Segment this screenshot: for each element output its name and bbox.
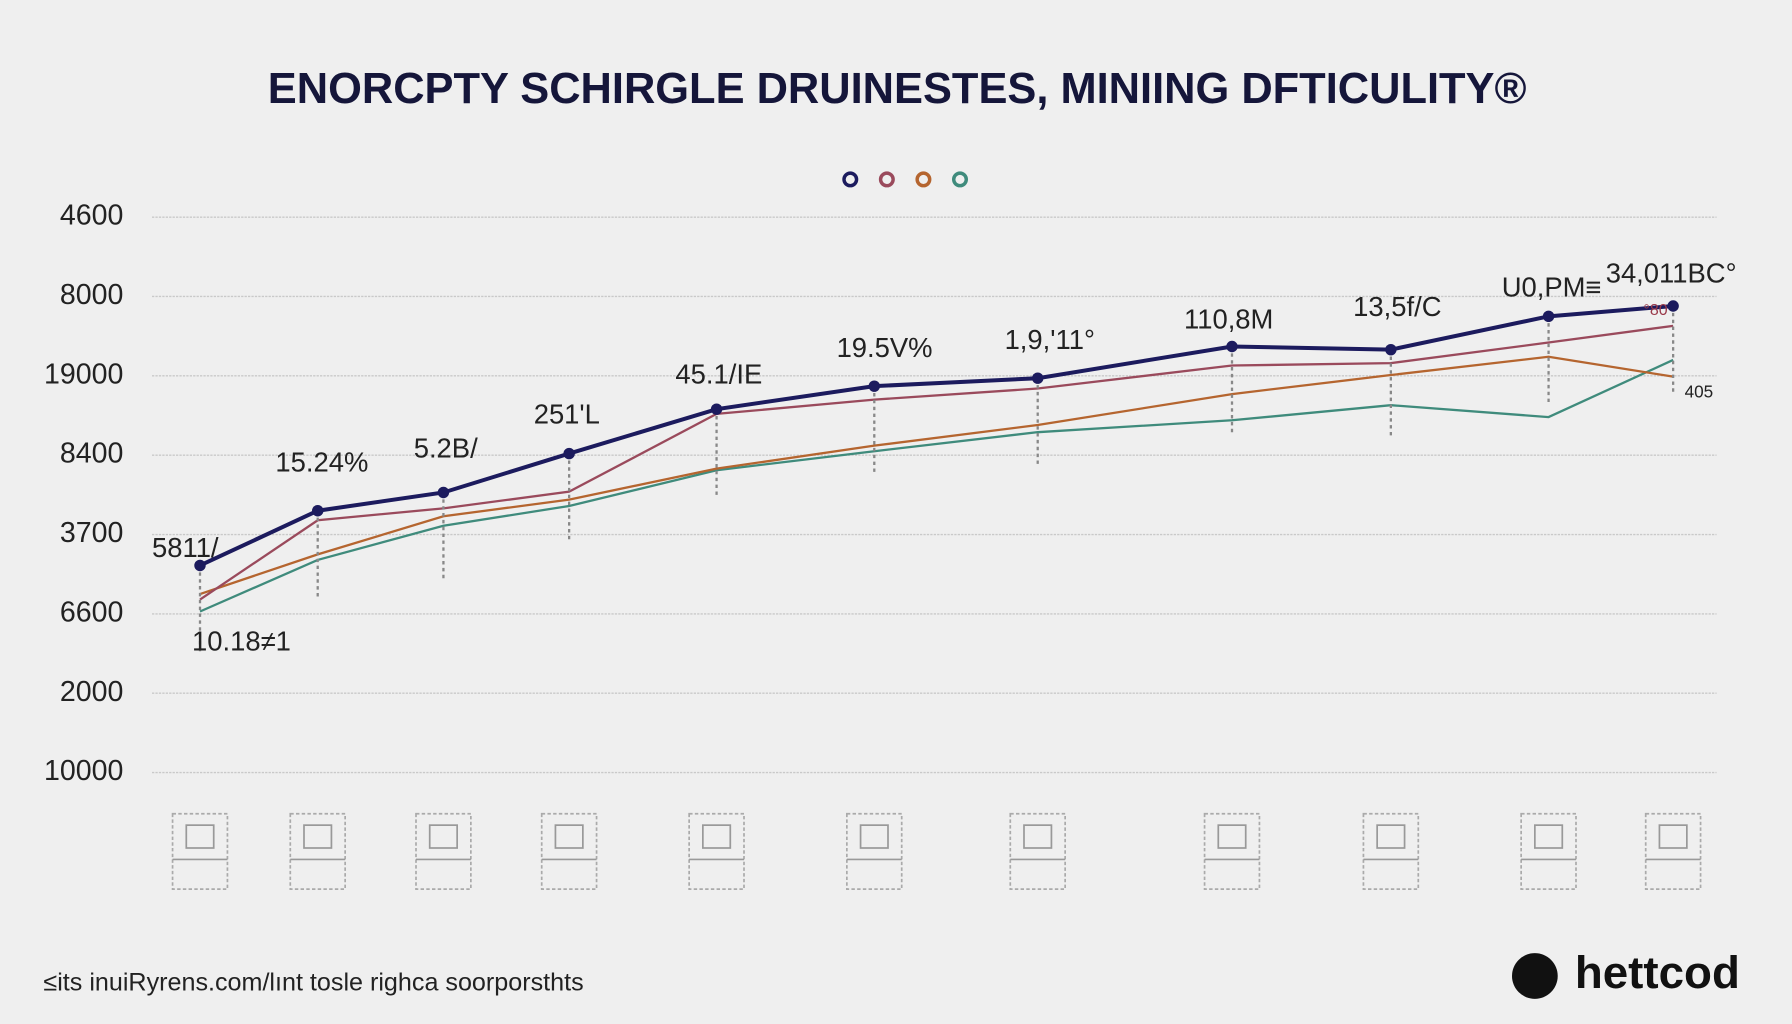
- icon-inner: [1217, 824, 1247, 849]
- category-icon: [845, 812, 903, 890]
- legend-marker: [915, 171, 932, 188]
- y-tick-label: 10000: [44, 755, 123, 787]
- annotation: 15.24%: [275, 446, 368, 477]
- category-icon: [1009, 812, 1066, 890]
- y-tick-label: 8000: [60, 279, 124, 311]
- y-tick-label: 3700: [60, 517, 124, 549]
- icon-frame: [1362, 812, 1420, 890]
- annotation: 405: [1685, 382, 1714, 402]
- category-icon: [1644, 812, 1702, 890]
- category-icon: [289, 812, 346, 890]
- point-marker: [1542, 310, 1555, 323]
- y-tick-label: 19000: [44, 358, 123, 390]
- annotation: 251'L: [534, 398, 600, 429]
- annotation: 110,8M: [1184, 303, 1273, 334]
- legend-marker: [878, 171, 895, 188]
- point-marker: [437, 486, 450, 499]
- category-icon: [171, 812, 229, 890]
- point-marker: [563, 447, 575, 460]
- annotation: 5811/: [152, 532, 219, 563]
- category-icon: [1520, 812, 1577, 890]
- icon-inner: [303, 824, 333, 849]
- legend-marker: [842, 171, 859, 188]
- point-marker: [194, 559, 206, 572]
- point-marker: [1226, 340, 1238, 353]
- icon-frame: [1520, 812, 1577, 890]
- icon-inner: [428, 824, 458, 849]
- y-tick-label: 6600: [60, 596, 124, 628]
- icon-inner: [1658, 824, 1688, 849]
- y-tick-label: 4600: [60, 200, 124, 232]
- annotation: °80: [1643, 302, 1667, 319]
- annotation: 34,011BC°: [1606, 258, 1737, 289]
- icon-frame: [688, 812, 745, 890]
- annotation: 1,9,'11°: [1005, 324, 1095, 355]
- category-icon: [1362, 812, 1420, 890]
- category-icon: [688, 812, 745, 890]
- category-icon: [540, 812, 598, 890]
- point-marker: [312, 505, 324, 517]
- y-tick-label: 8400: [60, 438, 124, 470]
- annotation: U0,PM≡: [1502, 271, 1602, 302]
- y-tick-label: 2000: [60, 676, 124, 708]
- point-marker: [1385, 343, 1397, 356]
- icon-frame: [540, 812, 598, 890]
- logo-icon: [1512, 953, 1558, 999]
- footer: ≤its inuiRyrens.com/lınt tosle righca so…: [43, 969, 583, 997]
- annotation: 19.5V%: [837, 332, 933, 363]
- category-icon: [1203, 812, 1261, 890]
- icon-inner: [702, 824, 732, 849]
- annotation: 45.1/IE: [675, 358, 762, 389]
- icon-inner: [859, 824, 889, 849]
- icon-inner: [1376, 824, 1406, 849]
- series-line: [199, 358, 1674, 613]
- icon-inner: [554, 824, 584, 849]
- category-icon: [415, 812, 472, 890]
- series-line: [199, 324, 1674, 601]
- annotation: 5.2B/: [414, 433, 478, 464]
- chart-title: ENORCPTY SCHIRGLE DRUINESTES, MINIING DF…: [268, 65, 1527, 113]
- point-marker: [1667, 300, 1679, 312]
- legend-marker: [952, 171, 968, 188]
- icon-inner: [1533, 824, 1564, 849]
- series-line: [199, 355, 1674, 596]
- logo: hettcod: [1512, 947, 1740, 999]
- icon-frame: [289, 812, 346, 890]
- point-marker: [710, 403, 723, 415]
- icon-frame: [1644, 812, 1702, 890]
- icon-frame: [1203, 812, 1261, 890]
- point-marker: [1032, 372, 1044, 384]
- point-marker: [868, 380, 880, 392]
- icon-frame: [171, 812, 229, 890]
- icon-frame: [415, 812, 472, 890]
- annotation: 13,5f/C: [1353, 291, 1441, 322]
- icon-inner: [1023, 824, 1053, 849]
- icon-inner: [185, 824, 215, 849]
- icon-frame: [845, 812, 903, 890]
- annotation: 10.18≠1: [192, 626, 291, 657]
- logo-text: hettcod: [1575, 947, 1740, 998]
